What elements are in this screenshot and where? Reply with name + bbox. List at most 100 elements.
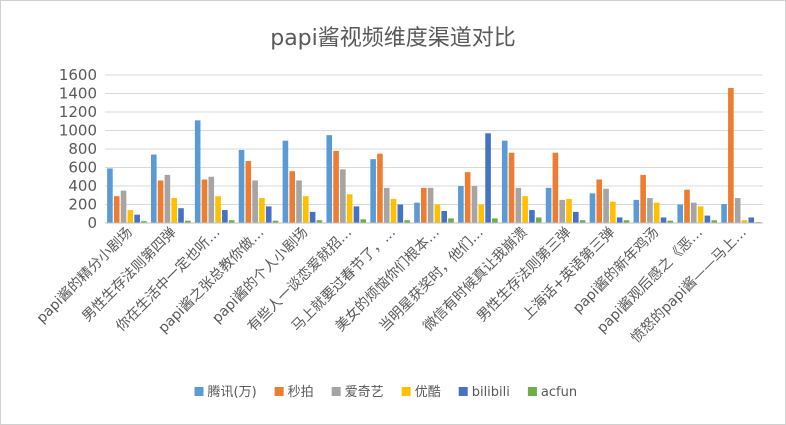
bar (178, 208, 184, 223)
bar (414, 202, 420, 223)
bar (309, 211, 316, 223)
bar (734, 198, 741, 223)
bar (464, 172, 471, 224)
bar (603, 188, 609, 223)
bar (653, 202, 660, 223)
bar (721, 204, 727, 223)
y-tick-label: 200 (68, 196, 97, 214)
bar (697, 206, 704, 223)
bar (201, 179, 208, 223)
bar (171, 198, 177, 223)
bar (107, 168, 113, 223)
bar (552, 152, 559, 223)
bar (441, 210, 447, 223)
bar (566, 198, 572, 223)
bar (492, 218, 498, 224)
bar (164, 174, 171, 223)
bar (545, 187, 552, 223)
bar (120, 190, 127, 224)
bar (728, 87, 734, 223)
y-tick-label: 400 (68, 177, 97, 195)
bar (370, 159, 376, 223)
legend-item: bilibili (458, 385, 510, 400)
legend-label: 爱奇艺 (345, 384, 384, 400)
bar (215, 196, 221, 223)
bar (684, 189, 690, 223)
bar (647, 198, 653, 223)
category-labels: papi酱的精分小剧场男性生存法则第四弹你在生活中一定也听…papi酱之张总教你… (34, 224, 750, 347)
bar (353, 206, 360, 223)
bar (259, 198, 265, 223)
legend-label: bilibili (472, 385, 510, 400)
legend-item: 腾讯(万) (194, 384, 257, 400)
bar (522, 196, 528, 223)
bar (238, 149, 245, 223)
bar (458, 186, 464, 223)
bar (134, 214, 140, 223)
legend-label: 腾讯(万) (208, 384, 257, 400)
legend-label: 优酷 (415, 385, 441, 400)
bar (377, 153, 383, 224)
bar (272, 220, 279, 223)
bar (252, 180, 258, 223)
bar (573, 211, 579, 223)
bar (704, 215, 711, 223)
bar (589, 193, 596, 223)
legend-swatch (401, 387, 411, 396)
bar (228, 220, 235, 223)
bar (208, 176, 215, 223)
bar (151, 154, 157, 223)
y-tick-label: 1600 (59, 66, 97, 84)
bar (360, 219, 367, 223)
bar (194, 120, 201, 223)
bar (508, 152, 515, 223)
bar (471, 186, 478, 223)
bar (113, 196, 120, 223)
bar (404, 220, 410, 223)
legend-swatch (527, 387, 537, 396)
bar (667, 220, 674, 223)
legend-label: acfun (541, 385, 577, 400)
y-tick-label: 1200 (59, 103, 97, 121)
legend: 腾讯(万) 秒拍 爱奇艺 优酷 bilibili acfun (194, 384, 577, 400)
bar (616, 217, 623, 223)
bar (185, 220, 191, 223)
legend-item: 优酷 (401, 385, 441, 400)
bars (107, 87, 761, 224)
bar (333, 150, 339, 223)
chart-title: papi酱视频维度渠道对比 (270, 26, 516, 51)
bar (434, 204, 441, 223)
bar (289, 171, 295, 223)
bar (691, 202, 697, 223)
bar (397, 204, 404, 223)
bar (660, 217, 667, 223)
bar (346, 194, 353, 223)
legend-swatch (331, 387, 341, 396)
bar (245, 161, 252, 223)
legend-swatch (274, 387, 284, 396)
bar (141, 221, 147, 223)
gridlines (105, 74, 763, 205)
bar (303, 196, 309, 223)
bar (383, 187, 390, 223)
bar (535, 217, 542, 223)
y-tick-label: 1000 (59, 122, 97, 140)
legend-label: 秒拍 (288, 385, 314, 400)
bar (623, 220, 630, 223)
bar (529, 210, 535, 223)
y-tick-label: 800 (68, 140, 97, 158)
bar (748, 217, 755, 223)
bar (640, 174, 646, 223)
bar (127, 210, 134, 223)
bar (296, 180, 302, 223)
bar (579, 220, 586, 223)
bar (222, 210, 228, 223)
legend-swatch (458, 387, 468, 396)
bar (741, 220, 748, 223)
y-tick-label: 600 (68, 159, 97, 177)
bar (326, 135, 333, 224)
bar (316, 220, 323, 223)
